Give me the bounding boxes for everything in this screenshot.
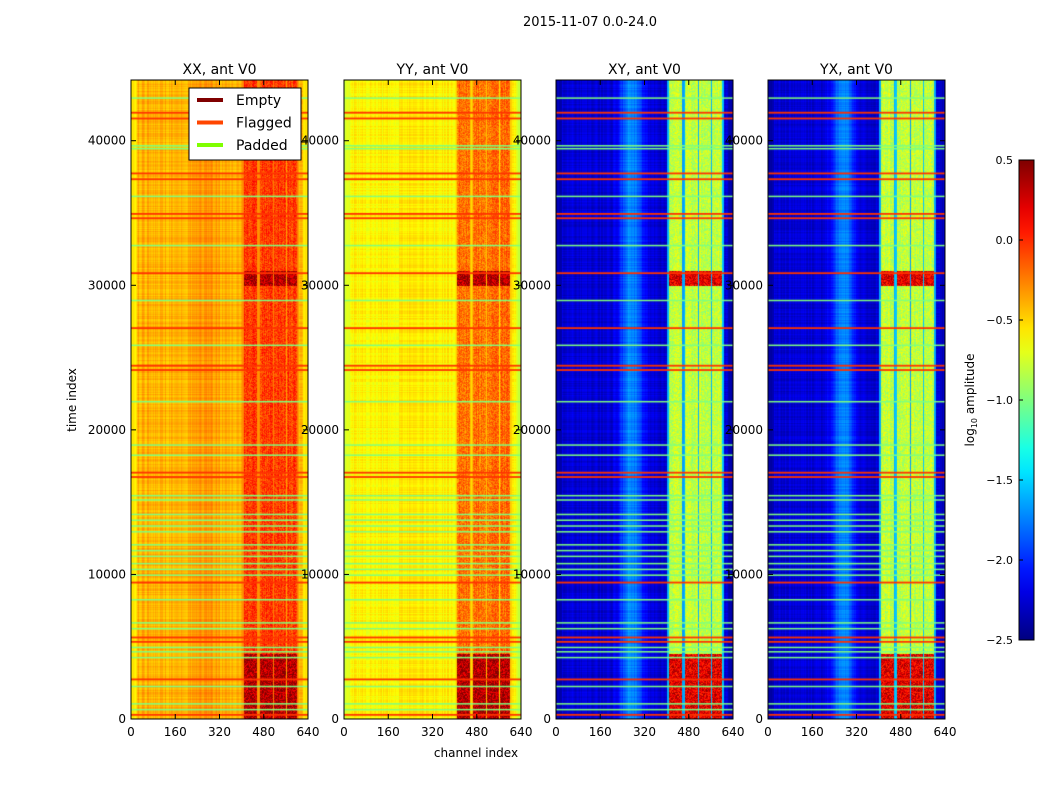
colorbar-tick-label: −2.0 (986, 554, 1013, 567)
x-tick-label: 480 (465, 725, 488, 739)
panel-3: XY, ant V0 0 160 320 480 640 0 10000 20000 30000 4… (513, 62, 745, 739)
panel-title: YY, ant V0 (396, 62, 469, 78)
colorbar-tick-label: −2.5 (986, 634, 1013, 647)
colorbar-tick-label: −1.0 (986, 394, 1013, 407)
y-axis-label: time index (65, 368, 79, 432)
x-tick-label: 160 (589, 725, 612, 739)
y-tick-label: 40000 (301, 134, 339, 148)
x-tick-label: 640 (722, 725, 745, 739)
panel-4: YX, ant V0 0 160 320 480 640 0 10000 20000 30000 4… (725, 62, 957, 739)
heatmap-image-4 (768, 80, 945, 719)
y-tick-label: 40000 (513, 134, 551, 148)
y-tick-label: 40000 (88, 134, 126, 148)
x-tick-label: 0 (340, 725, 348, 739)
axes-frame (767, 79, 946, 720)
legend-label: Flagged (236, 116, 292, 132)
y-tick-label: 10000 (301, 567, 339, 581)
legend: Empty Flagged Padded (188, 87, 302, 161)
colorbar-tick-label: 0.0 (996, 234, 1014, 247)
heatmap-image-3 (556, 80, 733, 719)
y-tick-label: 40000 (725, 134, 763, 148)
x-tick-label: 0 (127, 725, 135, 739)
x-tick-label: 480 (889, 725, 912, 739)
figure-title: 2015-11-07 0.0-24.0 (523, 15, 657, 30)
y-tick-label: 30000 (513, 278, 551, 292)
heatmap-image-1 (131, 80, 308, 719)
heatmap-image-2 (344, 80, 521, 719)
y-tick-label: 0 (118, 712, 126, 726)
legend-label: Empty (236, 93, 281, 109)
axes-frame (343, 79, 522, 720)
y-tick-label: 20000 (88, 423, 126, 437)
panel-title: XY, ant V0 (608, 62, 681, 78)
y-tick-label: 10000 (513, 567, 551, 581)
colorbar: 0.5 0.0 −0.5 −1.0 −1.5 −2.0 −2.5 log10 amplitud… (963, 154, 1035, 647)
x-tick-label: 320 (208, 725, 231, 739)
y-tick-label: 20000 (725, 423, 763, 437)
y-tick-label: 20000 (513, 423, 551, 437)
legend-label: Padded (236, 138, 288, 154)
x-tick-label: 320 (421, 725, 444, 739)
y-tick-label: 20000 (301, 423, 339, 437)
panel-title: XX, ant V0 (183, 62, 257, 78)
axes-frame (555, 79, 734, 720)
x-tick-label: 640 (297, 725, 320, 739)
x-tick-label: 160 (377, 725, 400, 739)
x-tick-label: 320 (845, 725, 868, 739)
colorbar-tick-label: −0.5 (986, 314, 1013, 327)
x-tick-label: 0 (552, 725, 560, 739)
x-tick-label: 640 (934, 725, 957, 739)
y-tick-label: 30000 (88, 278, 126, 292)
colorbar-label: log10 amplitude (963, 354, 979, 447)
x-tick-label: 480 (252, 725, 275, 739)
axes-frame (130, 79, 309, 720)
x-tick-label: 0 (764, 725, 772, 739)
x-tick-label: 160 (801, 725, 824, 739)
y-tick-label: 0 (543, 712, 551, 726)
panel-1: XX, ant V0 0 160 320 480 640 0 10000 20000 30000 4… (88, 62, 320, 739)
x-axis-label: channel index (434, 746, 518, 760)
x-tick-label: 640 (510, 725, 533, 739)
panel-title: YX, ant V0 (819, 62, 893, 78)
panel-2: YY, ant V0 0 160 320 480 640 0 10000 20000 30000 4… (301, 62, 533, 739)
x-tick-label: 160 (164, 725, 187, 739)
colorbar-tick-label: 0.5 (996, 154, 1014, 167)
y-tick-label: 0 (331, 712, 339, 726)
x-tick-label: 320 (633, 725, 656, 739)
colorbar-tick-label: −1.5 (986, 474, 1013, 487)
y-tick-label: 30000 (301, 278, 339, 292)
y-tick-label: 10000 (88, 567, 126, 581)
y-tick-label: 0 (755, 712, 763, 726)
x-tick-label: 480 (677, 725, 700, 739)
y-tick-label: 10000 (725, 567, 763, 581)
y-tick-label: 30000 (725, 278, 763, 292)
